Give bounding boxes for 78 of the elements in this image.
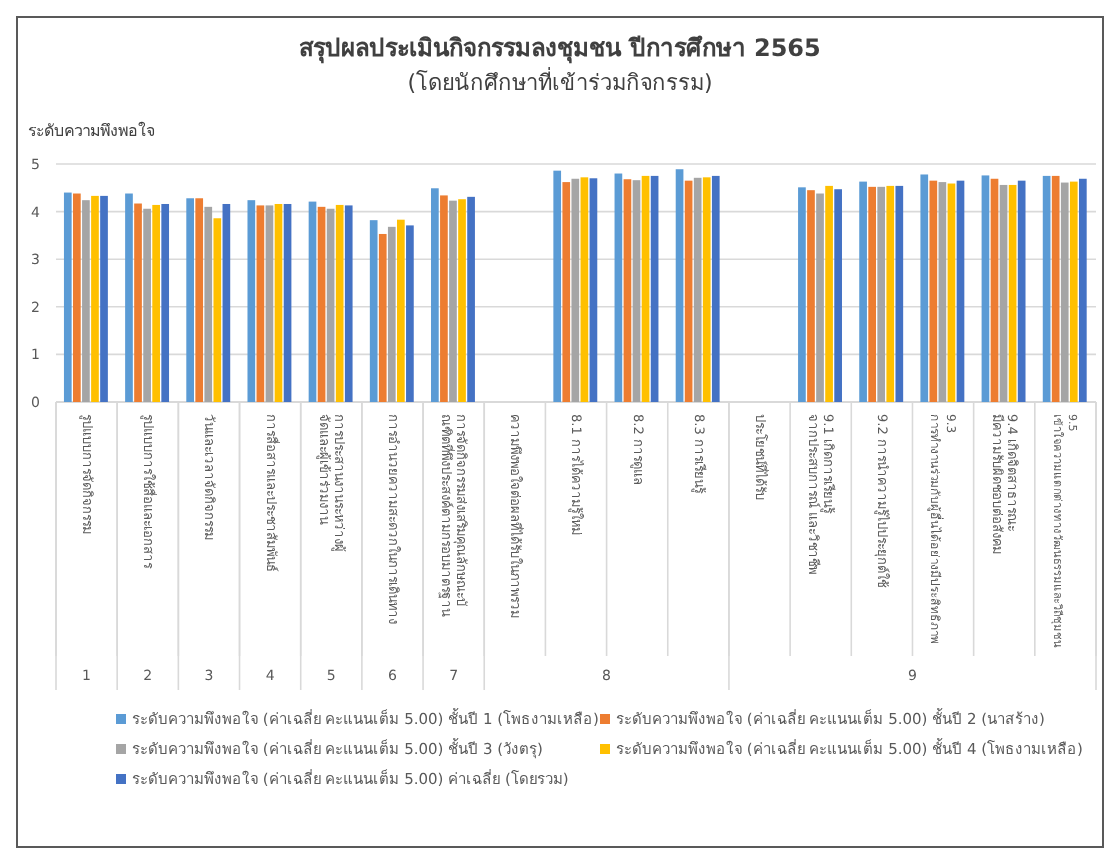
bar xyxy=(798,187,806,402)
bar xyxy=(825,185,833,402)
subtitle: (โดยนักศึกษาที่เข้าร่วมกิจกรรม) xyxy=(407,70,713,96)
bar xyxy=(195,198,204,402)
bar xyxy=(265,205,274,402)
bar xyxy=(641,175,650,402)
bar xyxy=(650,175,659,402)
bar xyxy=(222,203,231,402)
bar xyxy=(929,180,938,402)
bar xyxy=(161,203,170,402)
bar xyxy=(807,190,815,402)
bar xyxy=(1078,178,1087,402)
bar xyxy=(1060,182,1069,402)
bar xyxy=(623,179,632,402)
bar xyxy=(553,170,562,402)
bar xyxy=(1051,175,1060,402)
bar xyxy=(938,182,947,402)
bar xyxy=(999,184,1008,402)
bar xyxy=(580,177,589,402)
bar xyxy=(947,183,956,402)
bar xyxy=(143,208,151,402)
bar xyxy=(397,219,405,402)
bar xyxy=(335,204,344,402)
bar xyxy=(458,199,466,402)
bar xyxy=(571,178,580,402)
bar xyxy=(920,174,929,402)
bar xyxy=(326,208,335,402)
bar xyxy=(247,200,256,402)
bar xyxy=(816,193,824,402)
bar xyxy=(895,185,904,402)
bar xyxy=(693,177,702,402)
bar xyxy=(834,189,842,402)
bar xyxy=(1042,175,1051,402)
ylabel: ระดับความพึงพอใจ xyxy=(28,122,156,140)
bar xyxy=(308,201,317,402)
title: สรุปผลประเมินกิจกรรมลงชุมชน ปีการศึกษา 2565 xyxy=(299,34,821,62)
bar xyxy=(256,205,265,402)
bar xyxy=(589,178,598,402)
bar xyxy=(91,195,99,402)
bar xyxy=(369,220,378,402)
bar xyxy=(134,203,142,402)
bar xyxy=(702,177,711,402)
bar xyxy=(562,182,571,402)
bar xyxy=(868,186,876,402)
bar xyxy=(886,185,895,402)
bar xyxy=(125,193,133,402)
bar xyxy=(684,180,693,402)
bar xyxy=(632,180,641,402)
bar xyxy=(1008,184,1017,402)
bar xyxy=(981,175,990,402)
bar xyxy=(73,193,81,402)
bar xyxy=(204,206,213,402)
bar xyxy=(440,195,448,402)
bar xyxy=(990,178,999,402)
bar xyxy=(859,181,867,402)
bar xyxy=(406,225,414,402)
bar xyxy=(956,180,965,402)
bar xyxy=(186,198,194,402)
bar xyxy=(152,204,160,402)
bar xyxy=(387,226,396,402)
bar xyxy=(213,218,222,402)
bar xyxy=(1069,181,1078,402)
bar xyxy=(63,192,72,402)
bar xyxy=(614,173,623,402)
bar xyxy=(711,175,720,402)
bar xyxy=(100,195,108,402)
bar xyxy=(274,203,283,402)
bar xyxy=(1017,180,1026,402)
bar xyxy=(82,200,90,402)
bar xyxy=(449,200,457,402)
bar xyxy=(467,196,475,402)
bar xyxy=(283,203,292,402)
bar xyxy=(378,233,387,402)
bar xyxy=(344,205,353,402)
bar xyxy=(317,206,326,402)
bar xyxy=(431,188,439,402)
bar xyxy=(675,169,684,402)
bar xyxy=(877,186,886,402)
